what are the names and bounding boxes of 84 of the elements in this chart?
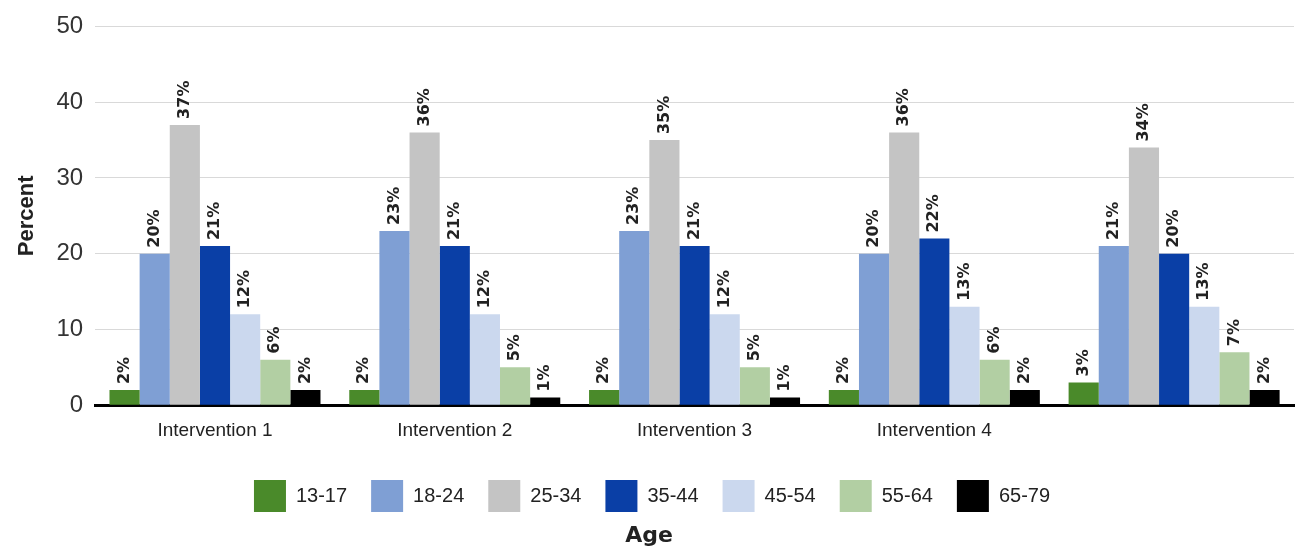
data-label: 6% <box>264 326 284 354</box>
data-label: 2% <box>833 356 853 385</box>
legend-label: 25-34 <box>530 483 582 506</box>
bar <box>858 253 890 405</box>
data-label: 23% <box>623 186 643 225</box>
data-label: 12% <box>713 269 733 309</box>
bar <box>889 132 920 405</box>
data-label: 21% <box>443 201 463 241</box>
bar <box>409 132 440 405</box>
bar <box>260 359 291 405</box>
data-label: 20% <box>143 209 163 248</box>
data-label: 12% <box>234 269 254 309</box>
data-label: 34% <box>1133 103 1153 142</box>
bar <box>199 246 231 405</box>
bar <box>589 390 620 405</box>
data-label: 2% <box>593 356 613 385</box>
bar <box>169 124 200 405</box>
legend-label: 35-44 <box>647 483 699 506</box>
y-tick-label: 50 <box>56 11 84 39</box>
data-label: 36% <box>893 88 913 127</box>
data-label: 5% <box>504 334 524 362</box>
legend-label: 65-79 <box>998 483 1051 506</box>
data-label: 2% <box>113 356 133 385</box>
data-label: 3% <box>1072 349 1092 377</box>
data-label: 20% <box>1163 209 1183 248</box>
data-label: 12% <box>474 269 494 309</box>
bar <box>679 246 710 405</box>
bar <box>619 230 650 405</box>
bar <box>979 359 1010 405</box>
bar <box>1159 253 1190 405</box>
bar <box>1098 246 1129 405</box>
data-label: 2% <box>294 356 314 385</box>
data-label: 20% <box>863 209 883 248</box>
bar <box>1128 147 1160 405</box>
bar <box>379 230 410 405</box>
data-label: 1% <box>534 364 554 392</box>
bar <box>499 367 531 405</box>
data-label: 5% <box>743 334 763 362</box>
x-tick-label: Intervention 1 <box>157 418 273 440</box>
data-label: 13% <box>953 262 973 301</box>
y-tick-label: 0 <box>69 389 84 417</box>
y-tick-label: 10 <box>56 314 84 342</box>
data-label: 1% <box>774 364 794 392</box>
legend-label: 13-17 <box>295 483 348 506</box>
bar <box>469 314 500 405</box>
legend-label: 45-54 <box>764 483 816 506</box>
x-tick-label: Intervention 3 <box>636 418 753 440</box>
data-label: 35% <box>653 95 673 135</box>
legend-label: 55-64 <box>881 483 933 506</box>
bar <box>109 390 140 405</box>
y-axis-title: Percent <box>13 174 39 257</box>
bar <box>949 306 980 405</box>
bar <box>439 246 470 405</box>
data-label: 36% <box>413 88 433 127</box>
y-tick-label: 30 <box>56 162 84 190</box>
data-label: 21% <box>1102 201 1122 241</box>
bar <box>1219 352 1250 405</box>
data-label: 13% <box>1193 262 1213 301</box>
legend-label: 18-24 <box>413 483 465 506</box>
bar <box>139 253 170 405</box>
data-label: 23% <box>383 186 403 225</box>
x-tick-label: Intervention 2 <box>397 418 513 440</box>
data-label: 7% <box>1223 319 1243 347</box>
bar <box>1068 382 1099 405</box>
data-label: 37% <box>174 80 193 119</box>
y-tick-label: 20 <box>56 238 84 266</box>
bar <box>709 314 740 405</box>
data-label: 2% <box>1253 356 1273 385</box>
data-label: 22% <box>923 194 943 233</box>
bar <box>649 140 680 405</box>
bar <box>828 390 859 405</box>
data-label: 21% <box>683 201 703 241</box>
bar <box>919 238 950 405</box>
data-label: 21% <box>204 201 224 241</box>
x-tick-label: Intervention 4 <box>876 418 993 440</box>
data-label: 2% <box>1013 356 1033 385</box>
data-label: 2% <box>353 356 373 385</box>
bar <box>349 390 380 405</box>
bar <box>1189 306 1220 405</box>
bar <box>739 367 770 405</box>
bar <box>230 314 261 405</box>
data-label: 6% <box>983 326 1003 354</box>
y-tick-label: 40 <box>56 86 84 114</box>
x-axis-title: Age <box>624 522 674 547</box>
